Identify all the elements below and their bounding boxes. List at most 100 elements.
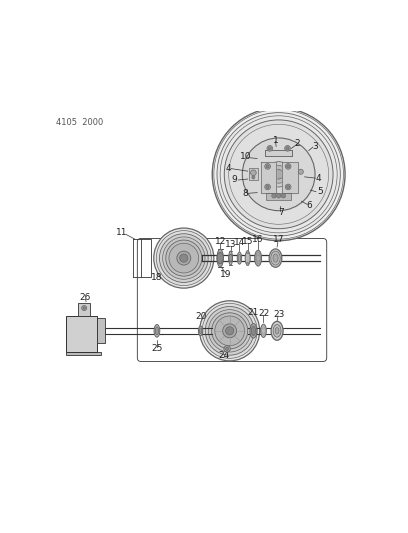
Text: 9: 9	[231, 175, 237, 184]
Ellipse shape	[155, 327, 158, 335]
Circle shape	[217, 112, 340, 236]
Ellipse shape	[237, 252, 242, 264]
Ellipse shape	[250, 324, 257, 338]
Circle shape	[285, 164, 291, 169]
Circle shape	[166, 240, 202, 276]
Circle shape	[223, 324, 237, 338]
Ellipse shape	[198, 326, 203, 336]
Ellipse shape	[269, 249, 282, 267]
Circle shape	[285, 146, 290, 151]
Ellipse shape	[199, 328, 202, 334]
Circle shape	[251, 170, 256, 175]
Text: 20: 20	[195, 312, 206, 321]
Circle shape	[267, 146, 273, 151]
Text: 15: 15	[242, 237, 253, 246]
Text: 3: 3	[312, 142, 318, 151]
Circle shape	[215, 316, 244, 346]
Text: 12: 12	[215, 237, 226, 246]
Text: 7: 7	[278, 208, 284, 217]
Circle shape	[277, 193, 281, 198]
Ellipse shape	[217, 253, 223, 264]
Circle shape	[226, 327, 234, 335]
Ellipse shape	[245, 251, 250, 265]
Ellipse shape	[255, 250, 262, 266]
Bar	[66, 316, 97, 352]
Circle shape	[268, 147, 271, 150]
Circle shape	[208, 310, 251, 352]
Ellipse shape	[251, 326, 255, 336]
Circle shape	[212, 313, 248, 349]
Text: 16: 16	[253, 235, 264, 244]
Bar	[78, 303, 90, 316]
Bar	[265, 150, 292, 156]
Text: 6: 6	[307, 201, 313, 210]
Circle shape	[154, 228, 214, 288]
Text: 4105  2000: 4105 2000	[56, 118, 103, 127]
Bar	[97, 318, 105, 343]
Text: 11: 11	[116, 228, 128, 237]
Text: 24: 24	[218, 351, 229, 360]
Circle shape	[272, 193, 276, 198]
Circle shape	[281, 193, 286, 198]
Ellipse shape	[217, 249, 223, 267]
Circle shape	[160, 234, 208, 282]
Ellipse shape	[246, 251, 249, 254]
Circle shape	[83, 307, 85, 309]
Text: 23: 23	[273, 310, 284, 319]
Circle shape	[169, 243, 199, 273]
Circle shape	[226, 348, 229, 350]
Circle shape	[242, 138, 315, 211]
Circle shape	[156, 231, 211, 286]
Circle shape	[177, 251, 191, 265]
Ellipse shape	[261, 324, 266, 337]
Text: 14: 14	[234, 238, 245, 247]
Circle shape	[266, 161, 291, 187]
Bar	[266, 192, 291, 199]
Circle shape	[266, 165, 269, 168]
Circle shape	[298, 169, 303, 174]
Polygon shape	[261, 161, 275, 193]
Text: 26: 26	[79, 293, 91, 302]
Circle shape	[266, 185, 269, 189]
Text: 4: 4	[225, 164, 231, 173]
Text: 21: 21	[248, 308, 259, 317]
Text: 10: 10	[240, 152, 251, 161]
Circle shape	[200, 301, 259, 361]
Text: 22: 22	[258, 309, 269, 318]
Bar	[66, 352, 101, 356]
Circle shape	[265, 164, 271, 169]
Circle shape	[285, 184, 291, 190]
Circle shape	[82, 305, 87, 311]
Circle shape	[180, 254, 188, 262]
Circle shape	[286, 147, 289, 150]
Text: 2: 2	[295, 139, 300, 148]
Ellipse shape	[246, 263, 249, 266]
Text: 25: 25	[151, 344, 163, 353]
Text: 17: 17	[273, 235, 284, 244]
Bar	[141, 239, 151, 277]
Bar	[248, 168, 258, 180]
Ellipse shape	[273, 254, 278, 262]
Text: 18: 18	[151, 273, 162, 282]
Ellipse shape	[273, 325, 281, 337]
Polygon shape	[282, 161, 297, 193]
Circle shape	[286, 185, 290, 189]
Ellipse shape	[275, 328, 279, 334]
Circle shape	[252, 176, 255, 179]
Circle shape	[270, 165, 288, 183]
Circle shape	[286, 165, 290, 168]
Circle shape	[212, 108, 345, 241]
Circle shape	[265, 184, 271, 190]
Circle shape	[205, 306, 254, 355]
Ellipse shape	[154, 325, 160, 337]
Text: 8: 8	[243, 189, 248, 198]
Ellipse shape	[229, 251, 233, 265]
Circle shape	[202, 303, 257, 358]
Text: 13: 13	[225, 240, 236, 249]
Ellipse shape	[271, 251, 280, 265]
Text: 1: 1	[273, 136, 278, 144]
Circle shape	[274, 169, 284, 179]
Text: 4: 4	[315, 174, 321, 183]
Ellipse shape	[229, 254, 233, 262]
Circle shape	[224, 346, 230, 352]
